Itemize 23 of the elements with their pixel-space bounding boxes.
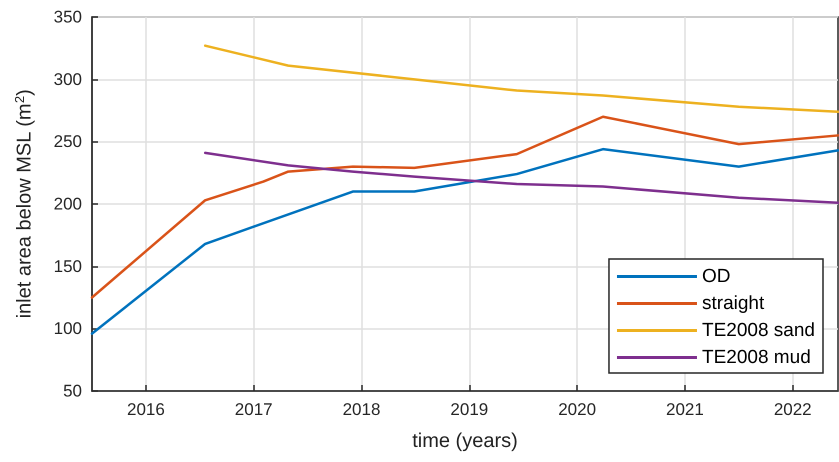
legend-label: OD [702,266,730,287]
legend-label: TE2008 mud [702,347,811,368]
x-tick-label: 2021 [666,400,704,419]
x-tick-label: 2022 [774,400,812,419]
legend-label: TE2008 sand [702,320,816,341]
x-tick-label: 2016 [126,400,165,419]
y-axis-title: inlet area below MSL (m2) [12,89,36,318]
y-tick-label: 100 [54,319,82,338]
legend-label: straight [702,293,765,314]
x-tick-label: 2017 [234,400,273,419]
y-tick-label: 50 [63,382,82,400]
x-tick-label: 2018 [342,400,380,419]
y-tick-label: 250 [54,132,82,152]
x-tick-label: 2020 [558,400,596,419]
y-tick-label: 350 [54,8,82,26]
x-tick-label: 2019 [450,400,488,419]
line-series [204,44,839,113]
y-tick-label: 300 [54,70,82,89]
y-tick-label: 150 [54,256,82,276]
y-tick-label: 200 [54,194,82,214]
line-series [204,152,839,204]
line-series [90,148,839,335]
x-axis-title: time (years) [412,430,518,452]
